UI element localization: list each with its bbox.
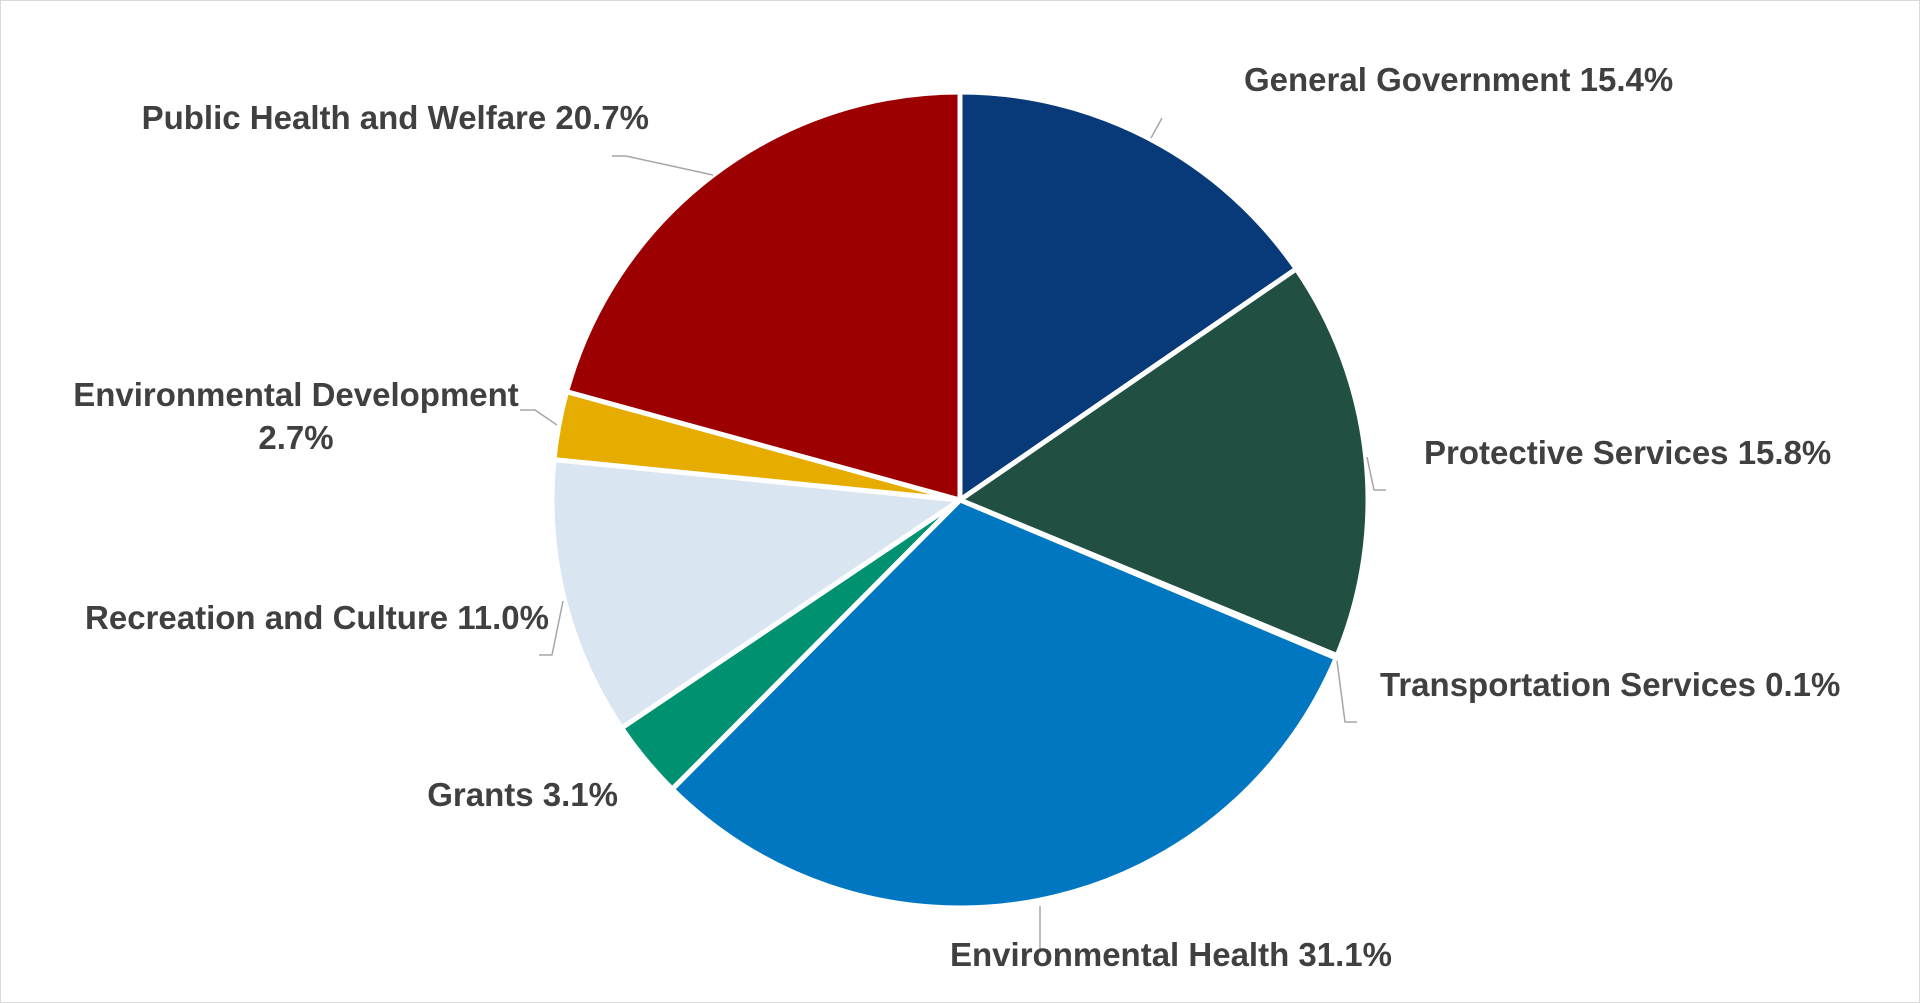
data-label-general-government: General Government 15.4%: [1244, 61, 1673, 98]
data-label-protective-services: Protective Services 15.8%: [1424, 434, 1831, 471]
leader-line-protective-services: [1366, 456, 1386, 491]
leader-line-transportation-services: [1336, 660, 1357, 723]
pie-slice-recreation-and-culture: [549, 457, 963, 731]
data-label-environmental-health: Environmental Health 31.1%: [950, 936, 1392, 973]
data-label-recreation-and-culture: Recreation and Culture 11.0%: [85, 599, 549, 636]
data-label-transportation-services: Transportation Services 0.1%: [1380, 666, 1840, 703]
pie-slice-protective-services: [957, 266, 1371, 659]
data-label-public-health-and-welfare: Public Health and Welfare 20.7%: [142, 99, 649, 136]
leader-line-general-government: [1150, 117, 1163, 139]
pie-slice-environmental-health: [669, 497, 1339, 911]
pie-slice-general-government: [957, 89, 1299, 503]
data-label-environmental-development-value: 2.7%: [258, 419, 333, 456]
data-label-environmental-development: Environmental Development: [73, 376, 519, 413]
data-label-grants: Grants 3.1%: [427, 776, 618, 813]
leader-line-environmental-development: [520, 409, 558, 426]
leader-line-public-health-and-welfare: [612, 155, 714, 176]
leader-line-recreation-and-culture: [539, 600, 564, 656]
